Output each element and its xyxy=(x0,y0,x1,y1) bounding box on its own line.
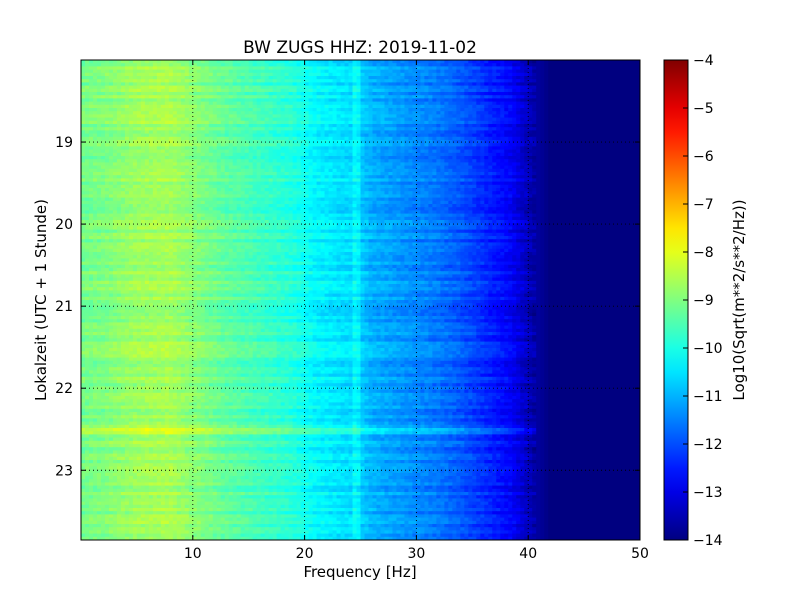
chart-title: BW ZUGS HHZ: 2019-11-02 xyxy=(243,38,477,58)
spectrogram-heatmap xyxy=(81,60,641,541)
